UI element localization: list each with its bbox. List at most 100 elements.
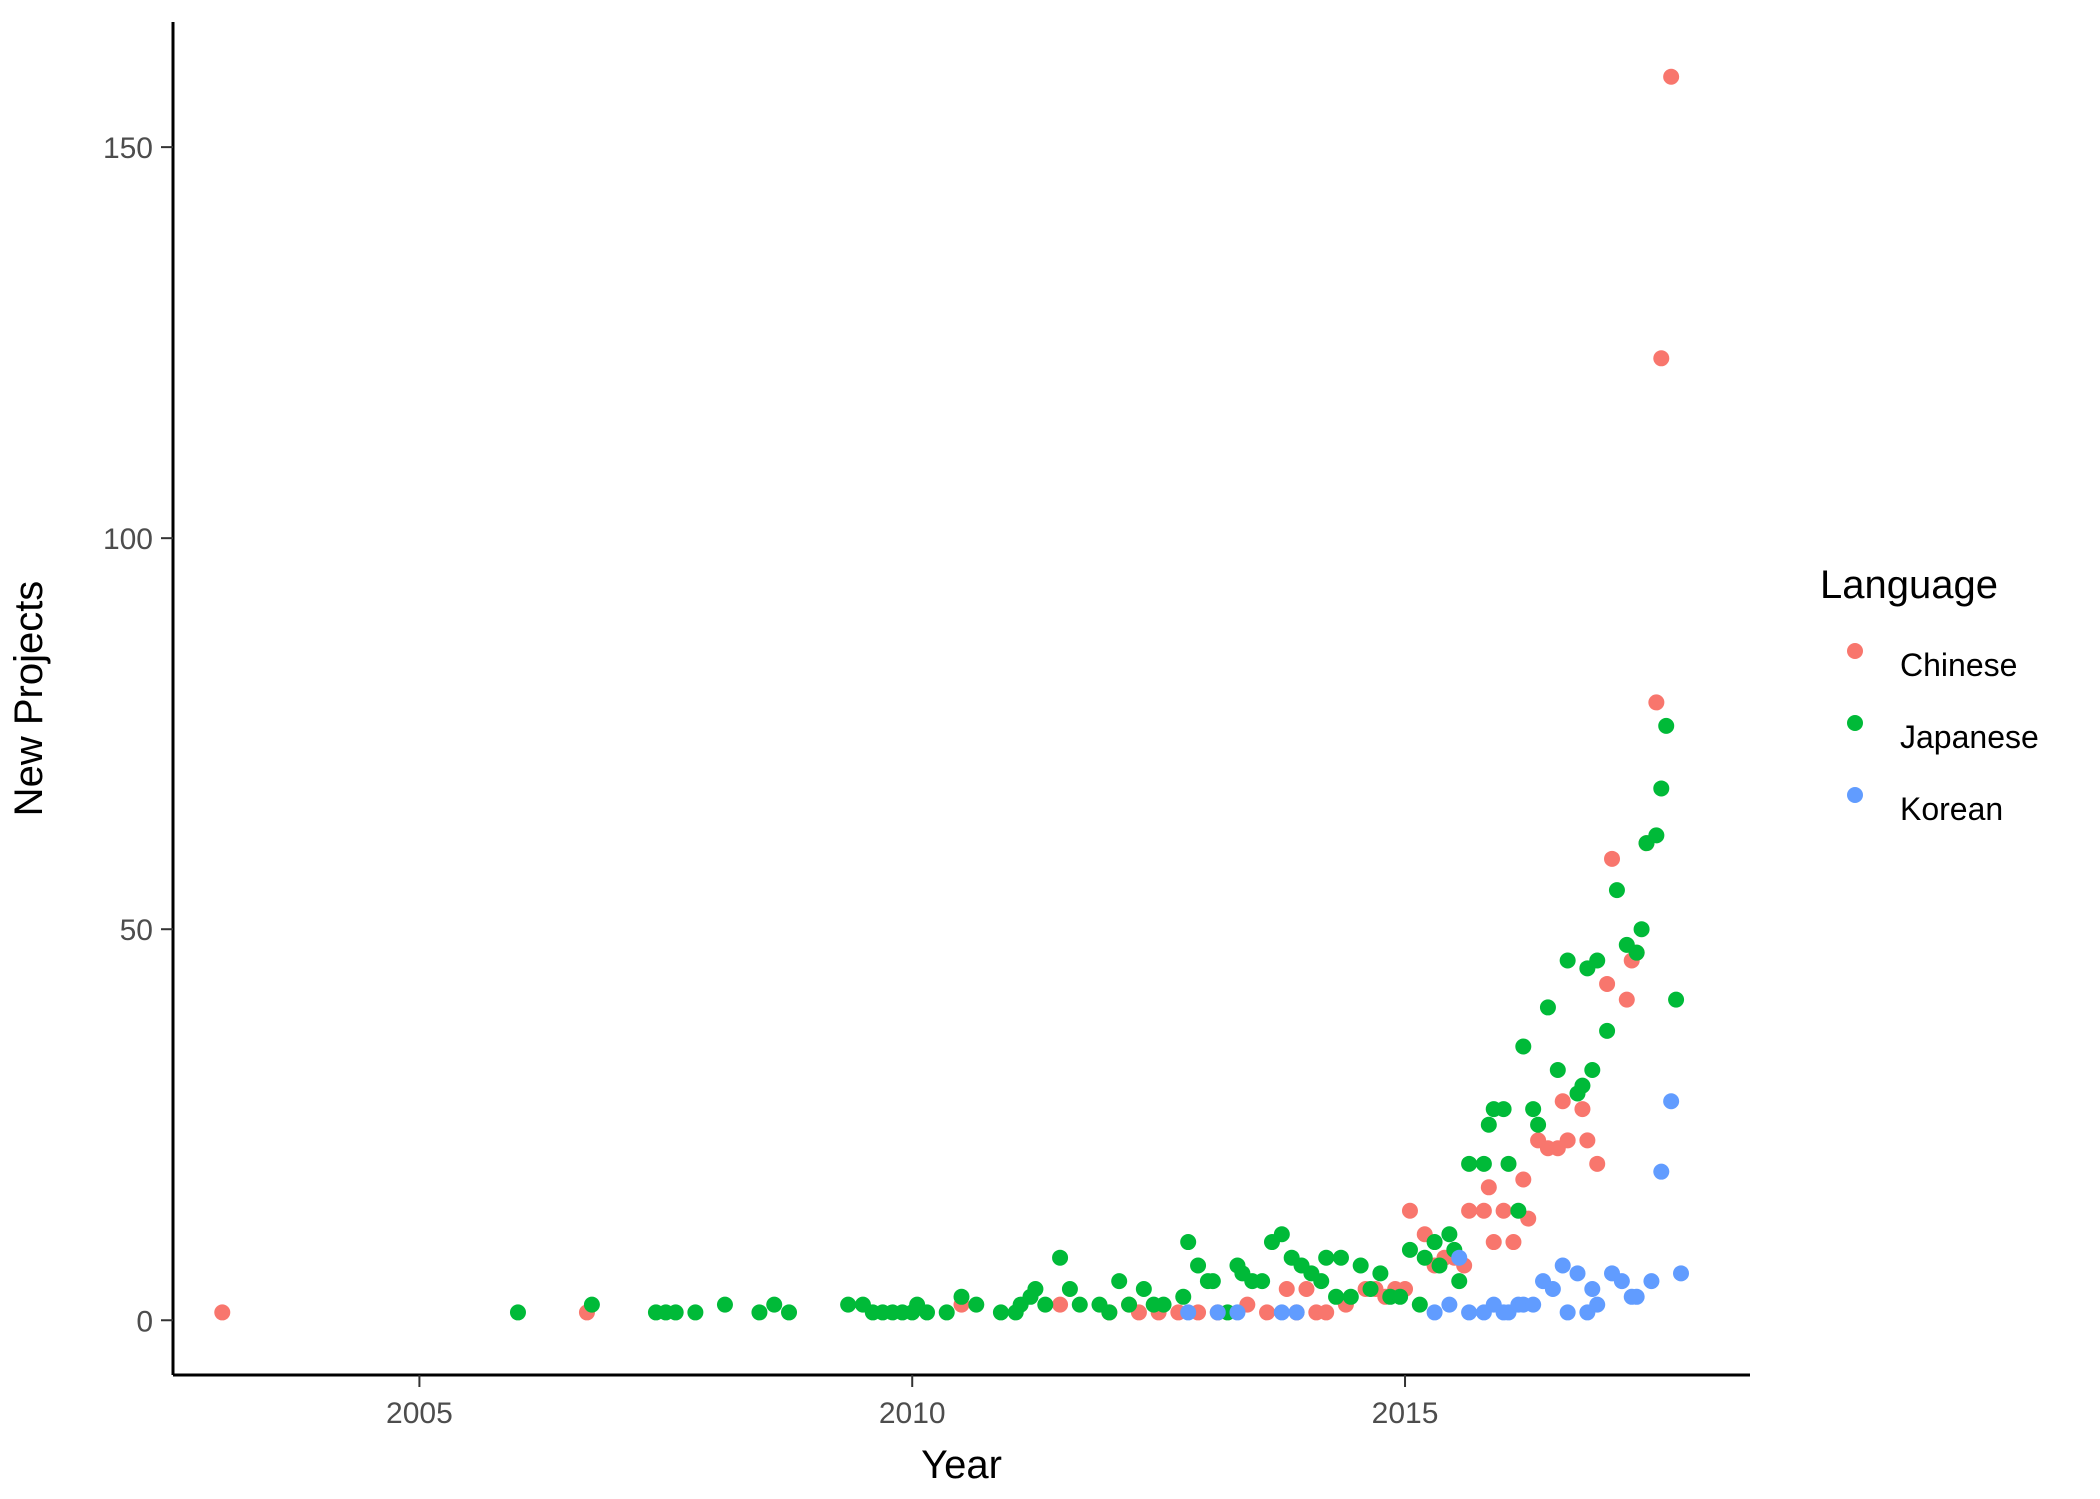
data-point-japanese <box>1653 780 1670 797</box>
data-point-chinese <box>1599 975 1616 992</box>
data-point-korean <box>1589 1296 1606 1313</box>
data-point-japanese <box>1328 1288 1345 1305</box>
data-point-japanese <box>1037 1296 1054 1313</box>
data-point-korean <box>1613 1273 1630 1290</box>
data-point-japanese <box>1475 1155 1492 1172</box>
data-point-japanese <box>1559 952 1576 969</box>
x-axis-ticks: 2005 2010 2015 <box>386 1375 1438 1430</box>
data-point-chinese <box>1648 694 1665 711</box>
data-point-chinese <box>1461 1202 1478 1219</box>
data-point-chinese <box>1318 1304 1335 1321</box>
data-point-chinese <box>1574 1101 1591 1118</box>
data-point-japanese <box>1584 1061 1601 1078</box>
data-point-japanese <box>687 1304 704 1321</box>
data-point-chinese <box>1559 1132 1576 1149</box>
legend-label: Japanese <box>1900 719 2039 755</box>
data-point-japanese <box>1633 921 1650 938</box>
data-point-japanese <box>667 1304 684 1321</box>
data-point-japanese <box>766 1296 783 1313</box>
data-point-japanese <box>840 1296 857 1313</box>
data-point-japanese <box>1431 1257 1448 1274</box>
data-point-japanese <box>583 1296 600 1313</box>
data-point-chinese <box>214 1304 231 1321</box>
data-point-korean <box>1673 1265 1690 1282</box>
data-point-japanese <box>751 1304 768 1321</box>
data-point-japanese <box>1392 1288 1409 1305</box>
data-point-japanese <box>1539 999 1556 1016</box>
data-point-japanese <box>1589 952 1606 969</box>
data-point-japanese <box>1111 1273 1128 1290</box>
data-point-chinese <box>1495 1202 1512 1219</box>
x-tick-label: 2010 <box>879 1397 946 1430</box>
data-point-japanese <box>1658 717 1675 734</box>
data-point-japanese <box>1515 1038 1532 1055</box>
legend-key-japanese <box>1847 715 1863 731</box>
data-point-korean <box>1229 1304 1246 1321</box>
data-point-japanese <box>1401 1241 1418 1258</box>
data-point-japanese <box>1500 1155 1517 1172</box>
data-point-japanese <box>1318 1249 1335 1266</box>
data-point-japanese <box>1052 1249 1069 1266</box>
data-point-japanese <box>1426 1234 1443 1251</box>
data-point-chinese <box>1475 1202 1492 1219</box>
x-tick-label: 2015 <box>1372 1397 1439 1430</box>
data-point-japanese <box>1608 882 1625 899</box>
data-point-japanese <box>1204 1273 1221 1290</box>
data-point-korean <box>1559 1304 1576 1321</box>
data-point-korean <box>1441 1296 1458 1313</box>
legend-key-chinese <box>1847 643 1863 659</box>
data-point-chinese <box>1604 850 1621 867</box>
data-point-japanese <box>1342 1288 1359 1305</box>
data-point-chinese <box>1515 1171 1532 1188</box>
data-point-japanese <box>1155 1296 1172 1313</box>
data-point-korean <box>1544 1280 1561 1297</box>
data-point-chinese <box>1579 1132 1596 1149</box>
data-point-japanese <box>1549 1061 1566 1078</box>
data-point-japanese <box>1510 1202 1527 1219</box>
data-point-japanese <box>1362 1280 1379 1297</box>
y-tick-label: 0 <box>136 1305 153 1338</box>
data-point-korean <box>1209 1304 1226 1321</box>
data-point-chinese <box>1278 1280 1295 1297</box>
x-tick-label: 2005 <box>386 1397 453 1430</box>
data-point-japanese <box>1180 1234 1197 1251</box>
data-point-korean <box>1643 1273 1660 1290</box>
data-point-chinese <box>1653 350 1670 367</box>
data-point-chinese <box>1052 1296 1069 1313</box>
data-point-japanese <box>1451 1273 1468 1290</box>
y-axis-title: New Projects <box>7 581 51 817</box>
legend-label: Chinese <box>1900 647 2017 683</box>
x-axis-title: Year <box>921 1443 1002 1487</box>
data-point-chinese <box>1480 1179 1497 1196</box>
data-point-chinese <box>1485 1234 1502 1251</box>
data-point-chinese <box>1554 1093 1571 1110</box>
data-point-korean <box>1663 1093 1680 1110</box>
legend: Language Chinese Japanese Korean <box>1820 563 2039 827</box>
data-point-japanese <box>509 1304 526 1321</box>
data-point-chinese <box>1505 1234 1522 1251</box>
legend-label: Korean <box>1900 791 2003 827</box>
data-point-japanese <box>1101 1304 1118 1321</box>
data-point-japanese <box>1135 1280 1152 1297</box>
legend-title: Language <box>1820 563 1998 607</box>
data-point-japanese <box>953 1288 970 1305</box>
data-point-chinese <box>1663 68 1680 85</box>
data-point-japanese <box>1525 1101 1542 1118</box>
data-point-japanese <box>1372 1265 1389 1282</box>
data-point-chinese <box>1298 1280 1315 1297</box>
data-point-chinese <box>1618 991 1635 1008</box>
data-point-chinese <box>1259 1304 1276 1321</box>
data-points-layer <box>214 68 1690 1321</box>
data-point-korean <box>1653 1163 1670 1180</box>
data-point-japanese <box>716 1296 733 1313</box>
data-point-korean <box>1628 1288 1645 1305</box>
data-point-japanese <box>919 1304 936 1321</box>
data-point-japanese <box>1461 1155 1478 1172</box>
data-point-korean <box>1451 1249 1468 1266</box>
data-point-japanese <box>1027 1280 1044 1297</box>
data-point-korean <box>1554 1257 1571 1274</box>
data-point-japanese <box>1648 827 1665 844</box>
data-point-japanese <box>992 1304 1009 1321</box>
data-point-japanese <box>1628 944 1645 961</box>
